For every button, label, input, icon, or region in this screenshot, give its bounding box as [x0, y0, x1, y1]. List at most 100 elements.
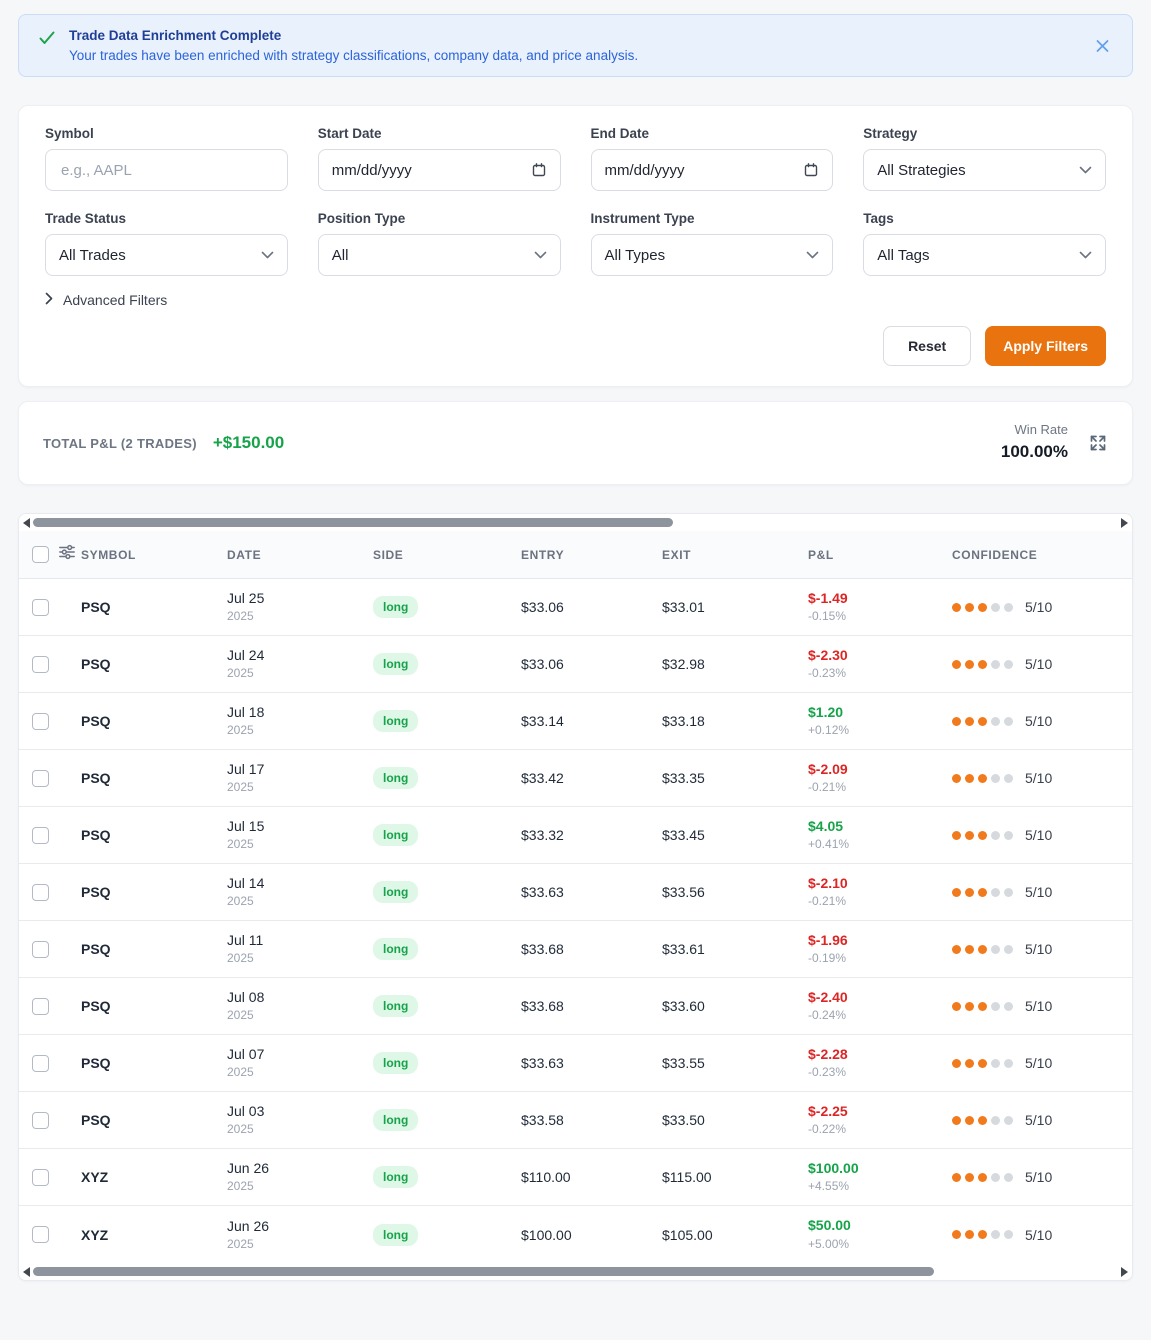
total-pnl: TOTAL P&L (2 TRADES) +$150.00: [43, 433, 284, 453]
filter-panel: Symbol Start Date mm/dd/yyyy End Date mm/dd/…: [18, 105, 1133, 387]
table-row[interactable]: PSQ Jul 03 2025 long $33.58 $33.50 $-2.25 -0.22…: [19, 1092, 1132, 1149]
exit-cell: $33.18: [662, 713, 705, 729]
header-select-cell: [19, 543, 81, 566]
row-checkbox[interactable]: [32, 826, 49, 844]
instrument-type-select[interactable]: All Types: [590, 234, 834, 276]
table-row[interactable]: PSQ Jul 24 2025 long $33.06 $32.98 $-2.30 -0.23…: [19, 636, 1132, 693]
date-cell: Jul 15 2025: [227, 817, 373, 852]
apply-filters-button[interactable]: Apply Filters: [985, 326, 1106, 366]
chevron-right-icon: [45, 292, 54, 308]
filter-label: Tags: [863, 211, 894, 226]
row-checkbox[interactable]: [32, 1168, 49, 1186]
row-checkbox[interactable]: [32, 1226, 49, 1243]
date-day: Jul 11: [227, 932, 264, 949]
table-row[interactable]: XYZ Jun 26 2025 long $100.00 $105.00 $50.00 +5.…: [19, 1206, 1132, 1263]
row-checkbox[interactable]: [32, 1054, 49, 1072]
row-checkbox[interactable]: [32, 712, 49, 730]
tags-select[interactable]: All Tags: [863, 234, 1106, 276]
row-select-cell: [19, 826, 81, 844]
symbol-input-wrap: [45, 149, 288, 191]
date-cell: Jul 18 2025: [227, 703, 373, 738]
strategy-select[interactable]: All Strategies: [863, 149, 1106, 191]
scroll-track[interactable]: [33, 518, 1118, 527]
select-value: All: [331, 246, 349, 264]
row-select-cell: [19, 655, 81, 673]
table-row[interactable]: PSQ Jul 18 2025 long $33.14 $33.18 $1.20 +0.12%…: [19, 693, 1132, 750]
pnl-percent: -0.22%: [808, 1122, 847, 1137]
confidence-dot: [952, 602, 961, 612]
pnl-cell: $-1.96 -0.19%: [808, 931, 952, 967]
calendar-icon: [803, 162, 819, 178]
column-settings-icon[interactable]: [58, 543, 76, 566]
row-checkbox[interactable]: [32, 997, 49, 1015]
win-rate-label: Win Rate: [1014, 422, 1068, 438]
row-select-cell: [19, 598, 81, 616]
table-row[interactable]: PSQ Jul 17 2025 long $33.42 $33.35 $-2.09 -0.21…: [19, 750, 1132, 807]
row-select-cell: [19, 997, 81, 1015]
confidence-dot: [978, 1115, 987, 1125]
symbol-cell: PSQ: [81, 656, 111, 672]
trade-status-select[interactable]: All Trades: [45, 234, 288, 276]
row-checkbox[interactable]: [32, 883, 49, 901]
table-row[interactable]: PSQ Jul 08 2025 long $33.68 $33.60 $-2.40 -0.24…: [19, 978, 1132, 1035]
confidence-cell: 5/10: [952, 884, 1132, 900]
date-year: 2025: [227, 1122, 254, 1137]
pnl-cell: $-2.09 -0.21%: [808, 760, 952, 796]
side-cell: long: [373, 995, 521, 1017]
entry-cell: $110.00: [521, 1169, 571, 1185]
row-checkbox[interactable]: [32, 940, 49, 958]
start-date-input[interactable]: mm/dd/yyyy: [317, 149, 561, 191]
exit-cell: $33.56: [662, 884, 705, 900]
pnl-value: $-1.49: [808, 589, 848, 606]
row-select-cell: [19, 883, 81, 901]
row-checkbox[interactable]: [32, 1111, 49, 1129]
select-all-checkbox[interactable]: [32, 546, 49, 563]
scroll-thumb[interactable]: [33, 518, 674, 527]
table-row[interactable]: PSQ Jul 11 2025 long $33.68 $33.61 $-1.96 -0.19…: [19, 921, 1132, 978]
advanced-filters-toggle[interactable]: Advanced Filters: [45, 290, 167, 310]
scroll-track[interactable]: [33, 1267, 1118, 1276]
table-row[interactable]: PSQ Jul 07 2025 long $33.63 $33.55 $-2.28 -0.23…: [19, 1035, 1132, 1092]
confidence-dot: [965, 1230, 974, 1239]
side-cell: long: [373, 1052, 521, 1074]
chevron-down-icon: [1079, 251, 1092, 259]
expand-button[interactable]: [1088, 433, 1108, 453]
confidence-dot: [1004, 887, 1013, 897]
chevron-down-icon: [261, 251, 274, 259]
exit-cell: $33.60: [662, 998, 705, 1014]
row-checkbox[interactable]: [32, 655, 49, 673]
table-row[interactable]: PSQ Jul 15 2025 long $33.32 $33.45 $4.05 +0.41%…: [19, 807, 1132, 864]
scroll-right-arrow[interactable]: [1121, 1266, 1128, 1277]
reset-button[interactable]: Reset: [883, 326, 972, 366]
table-row[interactable]: XYZ Jun 26 2025 long $110.00 $115.00 $100.00 +4…: [19, 1149, 1132, 1206]
filter-field-instrument-type: Instrument Type All Types: [590, 211, 834, 276]
confidence-cell: 5/10: [952, 998, 1132, 1014]
date-value: mm/dd/yyyy: [331, 161, 412, 179]
banner-close-button[interactable]: [1093, 36, 1112, 55]
date-cell: Jul 17 2025: [227, 760, 373, 795]
confidence-dot: [952, 1001, 961, 1011]
scroll-left-arrow[interactable]: [23, 517, 30, 528]
scroll-left-arrow[interactable]: [23, 1266, 30, 1277]
table-row[interactable]: PSQ Jul 25 2025 long $33.06 $33.01 $-1.49 -0.15…: [19, 579, 1132, 636]
pnl-cell: $-2.40 -0.24%: [808, 988, 952, 1024]
symbol-cell: PSQ: [81, 1112, 111, 1128]
row-checkbox[interactable]: [32, 598, 49, 616]
pnl-value: $-2.10: [808, 874, 848, 891]
confidence-dot: [978, 830, 987, 840]
end-date-input[interactable]: mm/dd/yyyy: [590, 149, 834, 191]
exit-cell: $33.61: [662, 941, 705, 957]
filter-label: Instrument Type: [590, 211, 695, 226]
table-row[interactable]: PSQ Jul 14 2025 long $33.63 $33.56 $-2.10 -0.21…: [19, 864, 1132, 921]
position-type-select[interactable]: All: [317, 234, 561, 276]
row-checkbox[interactable]: [32, 769, 49, 787]
pnl-percent: -0.23%: [808, 1065, 847, 1080]
symbol-input[interactable]: [59, 160, 274, 180]
win-rate-value: 100.00%: [1000, 442, 1068, 462]
scroll-right-arrow[interactable]: [1121, 517, 1128, 528]
date-year: 2025: [227, 951, 254, 966]
date-day: Jul 18: [227, 704, 265, 721]
scroll-thumb[interactable]: [33, 1267, 934, 1276]
entry-cell: $33.42: [521, 770, 564, 786]
date-day: Jul 24: [227, 647, 265, 664]
